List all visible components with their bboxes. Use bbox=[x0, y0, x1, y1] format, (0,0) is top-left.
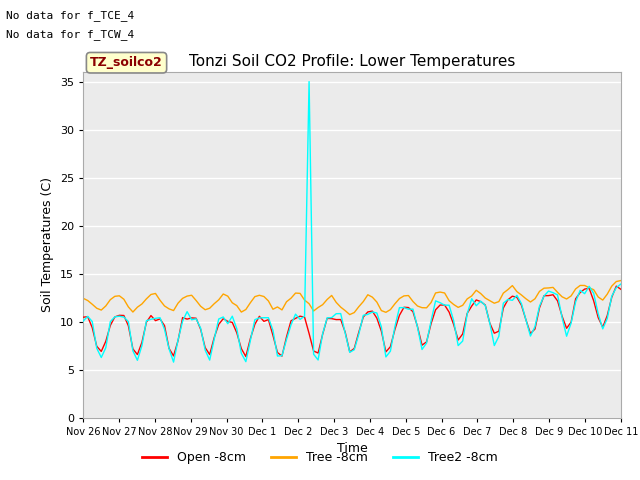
Tree2 -8cm bbox=[79, 318, 87, 324]
Tree -8cm bbox=[79, 295, 87, 301]
Tree2 -8cm bbox=[228, 313, 236, 319]
Tree2 -8cm bbox=[170, 359, 177, 365]
Line: Open -8cm: Open -8cm bbox=[83, 286, 621, 357]
Text: No data for f_TCE_4: No data for f_TCE_4 bbox=[6, 10, 134, 21]
Title: Tonzi Soil CO2 Profile: Lower Temperatures: Tonzi Soil CO2 Profile: Lower Temperatur… bbox=[189, 54, 515, 70]
Tree2 -8cm bbox=[608, 293, 616, 299]
Tree -8cm bbox=[454, 304, 462, 310]
Text: TZ_soilco2: TZ_soilco2 bbox=[90, 56, 163, 69]
Tree2 -8cm bbox=[305, 79, 313, 84]
Tree2 -8cm bbox=[197, 325, 205, 331]
Open -8cm bbox=[509, 293, 516, 299]
Open -8cm bbox=[242, 354, 250, 360]
Tree2 -8cm bbox=[459, 338, 467, 344]
Open -8cm bbox=[382, 349, 390, 355]
Tree -8cm bbox=[617, 278, 625, 284]
Tree -8cm bbox=[224, 293, 232, 299]
X-axis label: Time: Time bbox=[337, 442, 367, 455]
Open -8cm bbox=[604, 312, 611, 318]
Tree2 -8cm bbox=[387, 348, 394, 354]
Legend: Open -8cm, Tree -8cm, Tree2 -8cm: Open -8cm, Tree -8cm, Tree2 -8cm bbox=[137, 446, 503, 469]
Open -8cm bbox=[454, 337, 462, 343]
Tree -8cm bbox=[192, 298, 200, 303]
Open -8cm bbox=[612, 283, 620, 289]
Y-axis label: Soil Temperatures (C): Soil Temperatures (C) bbox=[42, 177, 54, 312]
Open -8cm bbox=[617, 287, 625, 292]
Tree -8cm bbox=[604, 291, 611, 297]
Tree -8cm bbox=[382, 310, 390, 315]
Tree -8cm bbox=[509, 283, 516, 288]
Tree2 -8cm bbox=[617, 281, 625, 287]
Open -8cm bbox=[224, 318, 232, 324]
Tree -8cm bbox=[346, 312, 353, 317]
Tree2 -8cm bbox=[513, 292, 521, 298]
Text: No data for f_TCW_4: No data for f_TCW_4 bbox=[6, 29, 134, 40]
Line: Tree2 -8cm: Tree2 -8cm bbox=[83, 82, 621, 362]
Open -8cm bbox=[79, 314, 87, 320]
Line: Tree -8cm: Tree -8cm bbox=[83, 281, 621, 314]
Open -8cm bbox=[192, 315, 200, 321]
